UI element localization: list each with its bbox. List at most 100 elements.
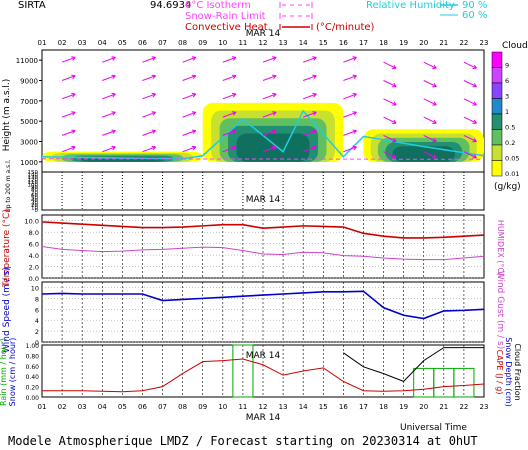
colorbar-label-2: 3 bbox=[505, 93, 509, 101]
low-ytick-label-60: 60 bbox=[31, 193, 38, 199]
wind-vector-0-02 bbox=[61, 56, 76, 63]
bottom-hour-21: 21 bbox=[439, 403, 448, 411]
wind-vector-0-20 bbox=[423, 61, 437, 69]
top-hour-19: 19 bbox=[399, 39, 408, 47]
rh-label: Relative Humidity bbox=[366, 0, 455, 11]
wind-arrowhead-4-18 bbox=[392, 137, 397, 143]
cloud-layer-2-band-4 bbox=[392, 146, 456, 162]
wind-arrowhead-3-14 bbox=[312, 111, 317, 116]
top-hour-23: 23 bbox=[480, 39, 489, 47]
cloud-panel: 1100090007000500030001000150140130120110… bbox=[16, 49, 485, 214]
wind-arrowhead-1-08 bbox=[191, 74, 197, 80]
wind-vector-0-06 bbox=[142, 56, 156, 63]
wind-arrowhead-2-04 bbox=[111, 92, 116, 98]
top-hour-04: 04 bbox=[98, 39, 107, 47]
wind-vector-5-10 bbox=[222, 146, 237, 153]
wind-arrowhead-2-12 bbox=[272, 92, 277, 98]
snow-depth-ylabel: Snow Depth (cm) bbox=[504, 337, 513, 406]
colorbar-swatch-1 bbox=[491, 67, 503, 84]
low-ytick-label-120: 120 bbox=[28, 178, 39, 184]
bottom-hour-11: 11 bbox=[238, 403, 247, 411]
cloud-date-label-bottom: MAR 14 bbox=[246, 195, 281, 205]
wind-vector-1-16 bbox=[343, 75, 357, 81]
wind-arrowhead-3-16 bbox=[352, 111, 357, 116]
wind-panel-ytick-2: 2 bbox=[35, 328, 39, 336]
wind-vector-2-14 bbox=[303, 93, 317, 100]
wind-arrowhead-0-12 bbox=[272, 56, 277, 61]
colorbar-swatch-4 bbox=[491, 113, 503, 130]
top-hour-18: 18 bbox=[379, 39, 388, 47]
colorbar-label-1: 6 bbox=[505, 77, 509, 85]
wind-arrowhead-5-10 bbox=[231, 145, 237, 151]
wind-vector-2-16 bbox=[343, 93, 357, 100]
top-hour-07: 07 bbox=[158, 39, 167, 47]
wind-arrowhead-3-02 bbox=[71, 111, 76, 116]
precip-ytick-0.60: 0.60 bbox=[26, 364, 40, 371]
wind-vector-2-20 bbox=[423, 98, 437, 106]
wind-arrowhead-4-14 bbox=[312, 129, 317, 134]
wind-arrowhead-3-20 bbox=[432, 119, 437, 124]
wind-vector-0-10 bbox=[222, 56, 237, 63]
temperature-panel: 10.0 8.0 6.0 4.0 2.0 0.0 bbox=[25, 214, 485, 283]
top-hour-06: 06 bbox=[138, 39, 147, 47]
precip-ytick-1.00: 1.00 bbox=[26, 343, 40, 350]
bottom-hour-22: 22 bbox=[459, 403, 468, 411]
top-hour-10: 10 bbox=[218, 39, 227, 47]
top-hour-02: 02 bbox=[58, 39, 67, 47]
low-ytick-label-140: 140 bbox=[28, 173, 39, 179]
wind-vector-4-16 bbox=[343, 130, 357, 136]
legend-snow-label: Snow-Rain Limit bbox=[185, 11, 266, 22]
wind-arrowhead-5-18 bbox=[392, 154, 397, 159]
wind-vector-1-08 bbox=[182, 75, 196, 81]
wind-vector-2-12 bbox=[262, 93, 277, 100]
low-ytick-label-70: 70 bbox=[31, 190, 38, 196]
wind-arrowhead-2-20 bbox=[432, 101, 437, 106]
colorbar-label-3: 1 bbox=[505, 108, 509, 116]
cloud-ylabel: Height (m a.s.l.) bbox=[2, 79, 12, 152]
wind-arrowhead-1-04 bbox=[111, 74, 116, 80]
legend-unit: (°C/minute) bbox=[316, 22, 375, 33]
cape-ylabel: CAPE (J / g) bbox=[495, 350, 504, 395]
bottom-hour-05: 05 bbox=[118, 403, 127, 411]
wind-vector-2-18 bbox=[383, 98, 397, 106]
bottom-hour-09: 09 bbox=[198, 403, 207, 411]
cloud-ytick-label-7000: 7000 bbox=[20, 98, 38, 106]
wind-panel-ytick-4: 4 bbox=[35, 317, 39, 325]
low-ytick-label-80: 80 bbox=[31, 188, 38, 194]
wind-vector-4-12 bbox=[262, 130, 277, 136]
snow-ylabel: Snow (cm / hour) bbox=[8, 338, 17, 407]
wind-arrowhead-1-14 bbox=[312, 74, 317, 80]
bottom-hour-12: 12 bbox=[259, 403, 268, 411]
gust-ylabel: Wind Gust (m / s) bbox=[495, 271, 505, 349]
wind-arrowhead-0-16 bbox=[352, 56, 357, 61]
colorbar-swatch-0 bbox=[491, 51, 503, 68]
top-hour-axis: 01 02 03 04 05 06 07 08 09 10 11 12 13 14 15 16 17 18 19 20… bbox=[38, 39, 489, 47]
temp-panel-ytick-2.0: 2.0 bbox=[29, 264, 39, 272]
wind-vector-1-06 bbox=[142, 75, 156, 81]
colorbar-label-0: 9 bbox=[505, 62, 509, 70]
wind-vector-0-12 bbox=[262, 56, 277, 63]
wind-arrowhead-0-14 bbox=[312, 56, 317, 61]
bottom-hour-04: 04 bbox=[98, 403, 107, 411]
wind-arrowhead-4-04 bbox=[111, 129, 116, 134]
wind-vector-3-20 bbox=[423, 116, 437, 124]
top-hour-08: 08 bbox=[178, 39, 187, 47]
colorbar-label-4: 0.5 bbox=[505, 124, 515, 132]
wind-vector-1-20 bbox=[423, 80, 437, 88]
wind-vector-3-14 bbox=[303, 111, 317, 118]
low-ytick-label-100: 100 bbox=[28, 183, 39, 189]
colorbar-swatch-2 bbox=[491, 82, 503, 99]
temp-panel-ytick-4.0: 4.0 bbox=[29, 252, 39, 260]
wind-vector-5-08 bbox=[182, 146, 196, 153]
precip-series-cape bbox=[42, 358, 485, 393]
precipitation-panel: 1.00 0.80 0.60 0.40 0.20 0.00 bbox=[26, 343, 485, 402]
model-footer: Modele Atmospherique LMDZ / Forecast sta… bbox=[8, 434, 478, 448]
wind-arrowhead-2-18 bbox=[392, 101, 397, 106]
wind-arrowhead-3-12 bbox=[272, 111, 277, 116]
isotherm-line bbox=[41, 158, 485, 160]
wind-arrowhead-2-10 bbox=[231, 92, 237, 98]
bottom-hour-17: 17 bbox=[359, 403, 368, 411]
station-code: 94.6934 bbox=[150, 0, 191, 11]
low-ytick-label-110: 110 bbox=[28, 180, 39, 186]
